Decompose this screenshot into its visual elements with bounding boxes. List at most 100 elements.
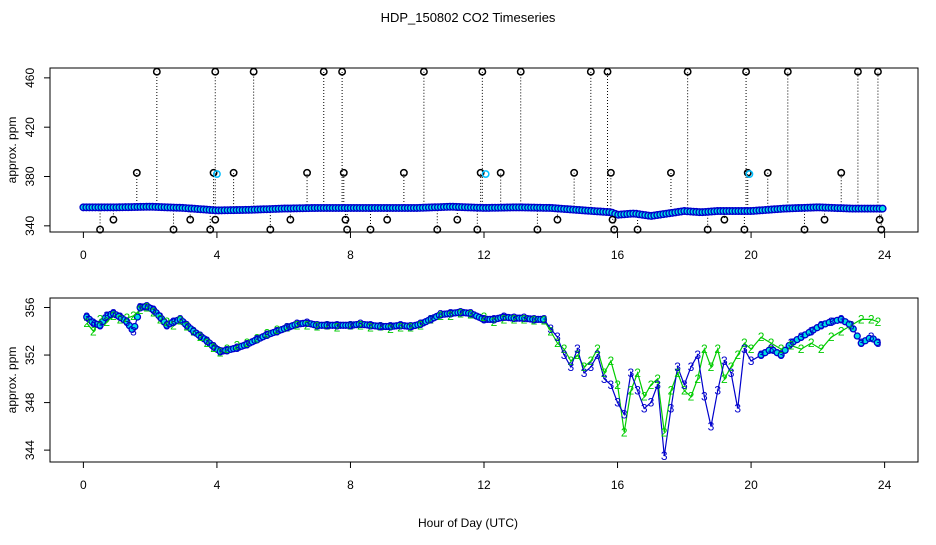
- series-3-label: 3: [587, 360, 594, 374]
- series-2-label: 2: [224, 342, 231, 356]
- series-3-label: 3: [234, 341, 241, 355]
- series-3-label: 3: [768, 342, 775, 356]
- series-2-label: 2: [714, 342, 721, 356]
- bottom-x-tick-label: 12: [477, 478, 491, 492]
- outlier-point: [683, 67, 692, 76]
- series-3-label: 3: [314, 318, 321, 332]
- outlier-point: [516, 67, 525, 76]
- series-2-label: 2: [294, 318, 301, 332]
- series-2-label: 2: [387, 322, 394, 336]
- series-2-label: 2: [177, 314, 184, 328]
- outlier-point: [606, 168, 615, 177]
- series-2-label: 2: [875, 315, 882, 329]
- series-3-label: 3: [83, 310, 90, 324]
- series-2-label: 2: [681, 384, 688, 398]
- stable-point: [131, 322, 139, 331]
- outlier-point: [586, 67, 595, 76]
- series-3-label: 3: [437, 308, 444, 322]
- outlier-point: [476, 168, 485, 177]
- bottom-x-tick-label: 4: [214, 478, 221, 492]
- series-2-label: 2: [614, 378, 621, 392]
- outlier-point: [211, 215, 220, 224]
- series-3-label: 3: [334, 318, 341, 332]
- series-3-label: 3: [481, 312, 488, 326]
- series-3-label: 3: [728, 366, 735, 380]
- top-x-tick-label: 16: [611, 248, 625, 262]
- series-2-label: 2: [157, 312, 164, 326]
- top-x-tick-label: 4: [214, 248, 221, 262]
- series-2-label: 2: [184, 320, 191, 334]
- series-2-label: 2: [284, 321, 291, 335]
- series-2-label: 2: [708, 360, 715, 374]
- series-2-label: 2: [210, 341, 217, 355]
- series-2-label: 2: [491, 315, 498, 329]
- series-2-label: 2: [721, 372, 728, 386]
- outlier-point: [740, 225, 749, 234]
- top-y-tick-label: 420: [23, 117, 37, 137]
- series-2-label: 2: [574, 348, 581, 362]
- top-x-tick-label: 12: [477, 248, 491, 262]
- series-3-label: 3: [511, 311, 518, 325]
- series-2-label: 2: [417, 318, 424, 332]
- series-3-label: 3: [798, 330, 805, 344]
- series-2-label: 2: [204, 336, 211, 350]
- series-2-label: 2: [164, 315, 171, 329]
- series-2-label: 2: [110, 309, 117, 323]
- top-y-tick-label: 340: [23, 216, 37, 236]
- series-2-label: 2: [347, 318, 354, 332]
- bottom-y-tick-label: 352: [23, 345, 37, 365]
- series-3-label: 3: [427, 312, 434, 326]
- series-3-label: 3: [661, 449, 668, 463]
- outlier-point: [608, 215, 617, 224]
- series-2-label: 2: [838, 324, 845, 338]
- series-3-label: 3: [741, 342, 748, 356]
- series-2-label: 2: [594, 342, 601, 356]
- series-2-label: 2: [481, 310, 488, 324]
- outlier-point: [478, 67, 487, 76]
- series-3-label: 3: [838, 312, 845, 326]
- series-3-label: 3: [581, 366, 588, 380]
- series-2-label: 2: [437, 309, 444, 323]
- top-x-tick-label: 0: [80, 248, 87, 262]
- series-2-label: 2: [217, 346, 224, 360]
- series-3-label: 3: [788, 336, 795, 350]
- series-3-line: [86, 305, 879, 457]
- series-3-label: 3: [177, 312, 184, 326]
- top-x-tick-label: 8: [347, 248, 354, 262]
- outlier-point: [132, 168, 141, 177]
- series-3-label: 3: [164, 318, 171, 332]
- series-2-label: 2: [150, 305, 157, 319]
- bottom-x-tick-label: 24: [878, 478, 892, 492]
- series-2-label: 2: [748, 342, 755, 356]
- bottom-x-tick-label: 0: [80, 478, 87, 492]
- series-3-label: 3: [561, 348, 568, 362]
- series-3-label: 3: [117, 310, 124, 324]
- series-2-label: 2: [741, 336, 748, 350]
- top-panel-axes: 0 4 8 12 16 20 24 340 380 420 460: [23, 68, 892, 262]
- series-3-label: 3: [304, 316, 311, 330]
- series-2-label: 2: [674, 366, 681, 380]
- outlier-point: [186, 215, 195, 224]
- outlier-point: [783, 67, 792, 76]
- series-3-label: 3: [184, 318, 191, 332]
- outlier-point: [433, 225, 442, 234]
- stable-point: [849, 325, 857, 333]
- series-2-label: 2: [541, 314, 548, 328]
- series-3-label: 3: [150, 303, 157, 317]
- series-2-label: 2: [547, 324, 554, 338]
- series-3-label: 3: [688, 360, 695, 374]
- outlier-point: [211, 67, 220, 76]
- series-2-label: 2: [264, 327, 271, 341]
- series-3-label: 3: [123, 315, 130, 329]
- series-3-label: 3: [758, 348, 765, 362]
- series-3-label: 3: [324, 318, 331, 332]
- series-3-label: 3: [818, 318, 825, 332]
- stable-point: [845, 320, 853, 328]
- x-axis-label: Hour of Day (UTC): [418, 516, 518, 530]
- series-3-label: 3: [137, 301, 144, 315]
- outlier-point: [533, 225, 542, 234]
- series-2-label: 2: [701, 342, 708, 356]
- series-3-label: 3: [457, 305, 464, 319]
- cyan-point: [212, 170, 221, 178]
- stable-point: [133, 313, 142, 321]
